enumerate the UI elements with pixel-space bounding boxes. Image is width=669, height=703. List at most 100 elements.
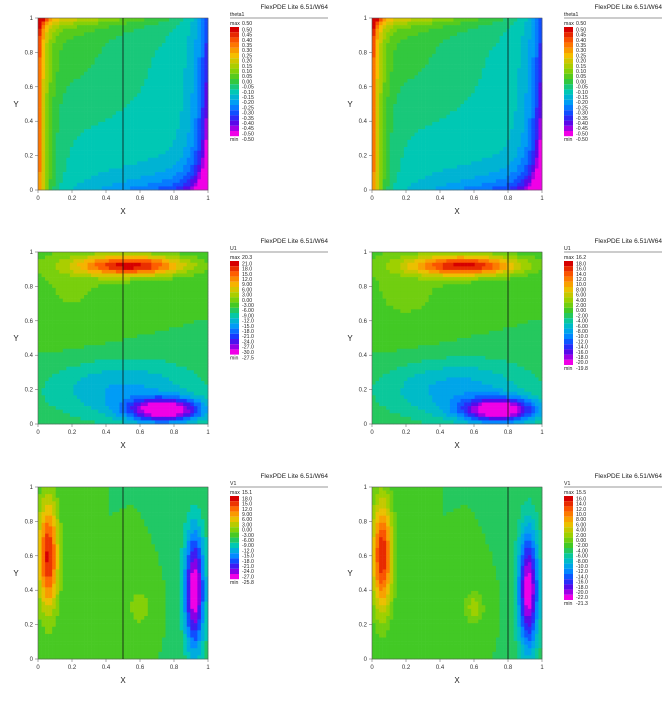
contour-cell (45, 104, 49, 108)
contour-cell (499, 186, 504, 191)
contour-cell (169, 57, 173, 62)
contour-cell (428, 75, 433, 80)
contour-cell (457, 175, 461, 180)
contour-cell (534, 129, 539, 133)
contour-cell (140, 57, 145, 62)
contour-cell (80, 147, 85, 151)
contour-cell (478, 50, 483, 55)
contour-cell (193, 259, 198, 264)
contour-cell (190, 182, 195, 187)
contour-cell (432, 39, 437, 44)
contour-cell (435, 35, 440, 40)
contour-cell (59, 186, 64, 191)
contour-cell (200, 82, 205, 87)
contour-cell (520, 161, 525, 166)
contour-cell (492, 125, 497, 130)
contour-cell (151, 53, 156, 58)
contour-cell (126, 104, 131, 108)
contour-cell (151, 125, 156, 130)
contour-cell (446, 39, 451, 44)
contour-cell (520, 68, 525, 73)
contour-cell (403, 46, 408, 51)
contour-cell (101, 118, 106, 123)
contour-cell (98, 182, 103, 187)
contour-cell (197, 139, 202, 144)
contour-cell (495, 53, 500, 58)
contour-cell (499, 53, 504, 58)
contour-cell (520, 75, 525, 80)
contour-field (372, 18, 543, 191)
contour-cell (59, 46, 64, 51)
contour-cell (481, 18, 486, 22)
contour-cell (485, 43, 490, 47)
contour-cell (375, 129, 380, 133)
contour-cell (41, 46, 46, 51)
contour-cell (91, 61, 95, 65)
contour-cell (481, 68, 486, 73)
contour-cell (76, 35, 81, 40)
contour-cell (165, 89, 170, 94)
contour-cell (80, 186, 85, 191)
contour-cell (531, 46, 536, 51)
contour-cell (446, 71, 451, 76)
contour-cell (499, 121, 504, 126)
contour-cell (45, 57, 49, 62)
contour-cell (123, 157, 127, 162)
contour-cell (382, 86, 387, 90)
contour-cell (531, 104, 536, 108)
contour-cell (41, 96, 46, 101)
contour-cell (439, 82, 444, 87)
contour-cell (140, 125, 145, 130)
contour-cell (59, 179, 64, 184)
contour-cell (73, 164, 78, 169)
contour-cell (130, 100, 134, 105)
contour-cell (492, 129, 497, 133)
contour-cell (48, 111, 53, 116)
contour-cell (147, 175, 152, 180)
contour-cell (176, 175, 180, 180)
contour-cell (144, 64, 149, 69)
contour-cell (98, 125, 103, 130)
contour-cell (435, 179, 440, 184)
contour-cell (45, 18, 49, 22)
contour-cell (467, 50, 472, 55)
contour-cell (421, 75, 426, 80)
contour-cell (379, 132, 383, 137)
legend-max-label: max (564, 21, 574, 27)
contour-cell (467, 64, 472, 69)
contour-cell (126, 136, 131, 141)
contour-cell (108, 82, 113, 87)
contour-cell (45, 186, 49, 191)
contour-cell (161, 255, 166, 260)
contour-cell (435, 43, 440, 47)
contour-cell (464, 53, 468, 58)
contour-cell (481, 32, 486, 37)
contour-cell (534, 136, 539, 141)
contour-cell (98, 43, 103, 47)
contour-cell (418, 111, 422, 116)
contour-cell (45, 46, 49, 51)
contour-cell (446, 164, 451, 169)
contour-cell (439, 175, 444, 180)
contour-cell (499, 175, 504, 180)
contour-cell (161, 86, 166, 90)
contour-cell (375, 53, 380, 58)
contour-cell (389, 114, 394, 119)
contour-cell (179, 172, 184, 176)
contour-cell (154, 28, 159, 33)
contour-cell (531, 57, 536, 62)
contour-cell (66, 28, 71, 33)
contour-cell (400, 89, 405, 94)
contour-cell (154, 118, 159, 123)
x-axis-label: X (120, 207, 126, 216)
contour-cell (197, 21, 202, 26)
contour-cell (527, 147, 532, 151)
contour-cell (389, 154, 394, 159)
contour-cell (492, 168, 497, 173)
contour-cell (200, 139, 205, 144)
contour-cell (52, 147, 57, 151)
contour-cell (432, 164, 437, 169)
contour-cell (101, 43, 106, 47)
contour-cell (183, 262, 188, 267)
contour-cell (382, 57, 387, 62)
